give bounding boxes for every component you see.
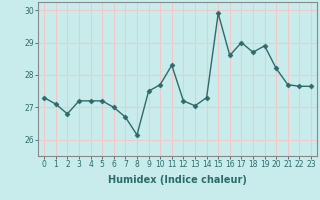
X-axis label: Humidex (Indice chaleur): Humidex (Indice chaleur) — [108, 175, 247, 185]
